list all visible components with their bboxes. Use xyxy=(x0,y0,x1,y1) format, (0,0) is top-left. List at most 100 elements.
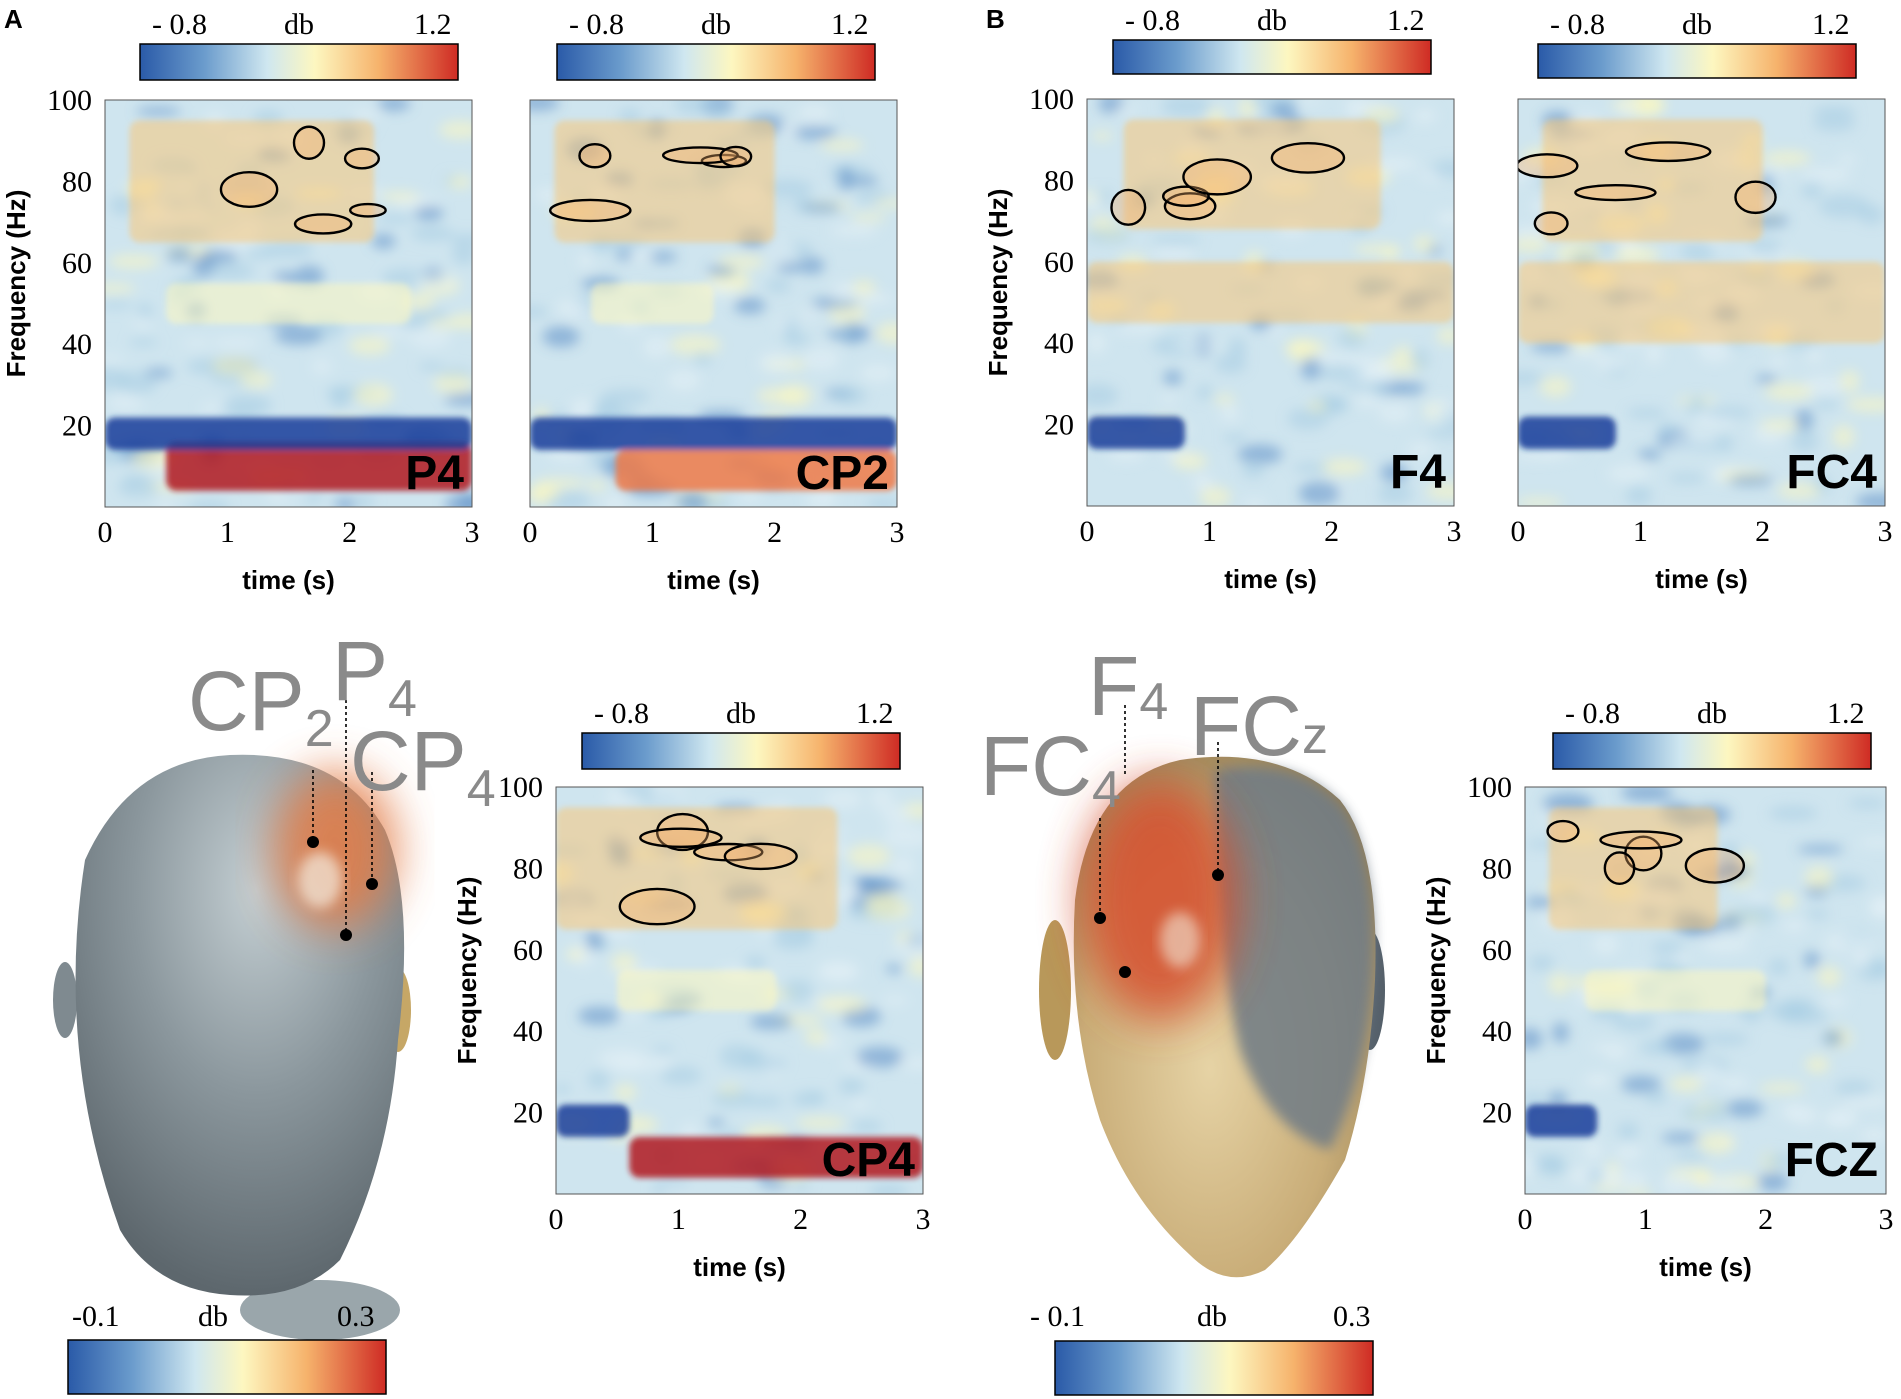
texture-blob xyxy=(803,347,841,372)
y-tick-label: 100 xyxy=(498,771,543,804)
texture-blob xyxy=(443,393,472,406)
texture-blob xyxy=(1530,341,1574,353)
texture-blob xyxy=(649,1050,674,1071)
x-tick-label: 1 xyxy=(1633,515,1648,548)
texture-blob xyxy=(1780,1102,1805,1121)
texture-blob xyxy=(692,352,713,365)
texture-blob xyxy=(1626,407,1666,419)
texture-blob xyxy=(601,389,651,404)
texture-blob xyxy=(1857,837,1886,848)
band-decrease xyxy=(1525,1104,1598,1138)
texture-blob xyxy=(823,789,863,809)
texture-blob xyxy=(1151,236,1201,246)
texture-blob xyxy=(354,383,393,407)
significance-contours xyxy=(1546,819,1746,886)
y-tick-label: 40 xyxy=(1482,1015,1512,1048)
texture-blob xyxy=(555,298,590,317)
topo-colorbar-a-min: -0.1 xyxy=(72,1300,120,1333)
texture-blob xyxy=(805,490,837,507)
y-tick-label: 40 xyxy=(62,328,92,361)
texture-blob xyxy=(444,493,472,507)
significance-contour xyxy=(1110,188,1147,226)
texture-blob xyxy=(615,249,633,261)
texture-blob xyxy=(240,371,273,388)
x-tick-label: 2 xyxy=(793,1203,808,1236)
texture-blob xyxy=(882,804,912,826)
texture-blob xyxy=(586,480,608,491)
texture-blob xyxy=(1804,866,1834,890)
x-tick-label: 0 xyxy=(1518,1203,1533,1236)
band-decrease xyxy=(530,417,897,451)
significance-contour xyxy=(1734,180,1777,215)
significance-contour xyxy=(1182,158,1253,196)
x-tick-label: 2 xyxy=(767,516,782,549)
texture-blob xyxy=(864,899,911,921)
texture-blob xyxy=(817,960,859,982)
scalp-b-highlight xyxy=(1160,912,1200,968)
texture-blob xyxy=(135,106,182,116)
x-tick-label: 3 xyxy=(1879,1203,1894,1236)
texture-blob xyxy=(1835,1080,1873,1097)
y-axis-label: Frequency (Hz) xyxy=(983,189,1013,377)
texture-blob xyxy=(1848,797,1886,809)
electrode-dot-cp4 xyxy=(366,878,378,890)
texture-blob xyxy=(797,103,832,123)
plot-frame xyxy=(104,99,473,508)
texture-blob xyxy=(1525,1028,1543,1050)
texture-blob xyxy=(1858,205,1885,225)
texture-blob xyxy=(1734,904,1777,925)
colorbar-unit: db xyxy=(726,697,756,730)
texture-blob xyxy=(880,995,910,1005)
colorbar-min: - 0.8 xyxy=(1125,4,1180,37)
texture-blob xyxy=(1853,948,1871,970)
texture-blob xyxy=(1299,99,1322,105)
texture-blob xyxy=(1091,131,1114,141)
significance-contour xyxy=(343,147,381,170)
texture-blob xyxy=(1755,374,1778,384)
heatmap-fc4: - 0.8 db 1.2 FC4 0 1 2 3 time (s) xyxy=(1511,8,1893,594)
texture-blob xyxy=(1293,463,1330,473)
texture-blob xyxy=(1552,1022,1569,1043)
texture-blob xyxy=(117,478,159,497)
y-tick-label: 80 xyxy=(62,165,92,198)
x-axis-label: time (s) xyxy=(693,1252,785,1282)
texture-blob xyxy=(1525,1156,1536,1180)
band-increase xyxy=(629,1137,923,1178)
plot-area xyxy=(556,787,923,1194)
texture-blob xyxy=(1651,940,1685,955)
texture-blob xyxy=(1661,1132,1701,1143)
texture-blob xyxy=(1375,355,1392,379)
channel-label: CP2 xyxy=(796,447,889,500)
texture-blob xyxy=(1669,1076,1703,1092)
y-tick-label: 80 xyxy=(513,852,543,885)
significance-contours xyxy=(618,812,798,926)
significance-contour xyxy=(293,213,353,235)
topo-colorbar-b-gradient xyxy=(1054,1340,1374,1396)
x-tick-label: 0 xyxy=(549,1203,564,1236)
texture-blob xyxy=(776,261,803,273)
texture-blob xyxy=(1805,1055,1830,1074)
texture-blob xyxy=(1812,398,1839,409)
y-axis-label: Frequency (Hz) xyxy=(1,190,31,378)
texture-blob xyxy=(1817,966,1841,988)
x-tick-label: 1 xyxy=(1638,1203,1653,1236)
texture-blob xyxy=(749,1014,794,1030)
y-tick-label: 100 xyxy=(1029,83,1074,116)
y-tick-label: 20 xyxy=(1044,409,1074,442)
texture-blob xyxy=(1284,339,1327,357)
texture-blob xyxy=(1657,421,1675,437)
significance-contour xyxy=(661,146,739,165)
texture-blob xyxy=(354,494,375,507)
significance-contour xyxy=(639,827,723,849)
texture-blob xyxy=(410,225,454,242)
texture-blob xyxy=(183,339,211,348)
texture-blob xyxy=(611,952,637,973)
texture-blob xyxy=(744,955,767,972)
texture-blob xyxy=(1370,156,1419,173)
texture-blob xyxy=(1315,364,1365,381)
texture-blob xyxy=(1702,1033,1750,1046)
topo-colorbar-a-unit: db xyxy=(198,1300,228,1333)
colorbar-min: - 0.8 xyxy=(1565,697,1620,730)
scalp-b-activation xyxy=(1082,780,1238,1020)
colorbar-fcz: - 0.8 db 1.2 xyxy=(1552,697,1872,770)
